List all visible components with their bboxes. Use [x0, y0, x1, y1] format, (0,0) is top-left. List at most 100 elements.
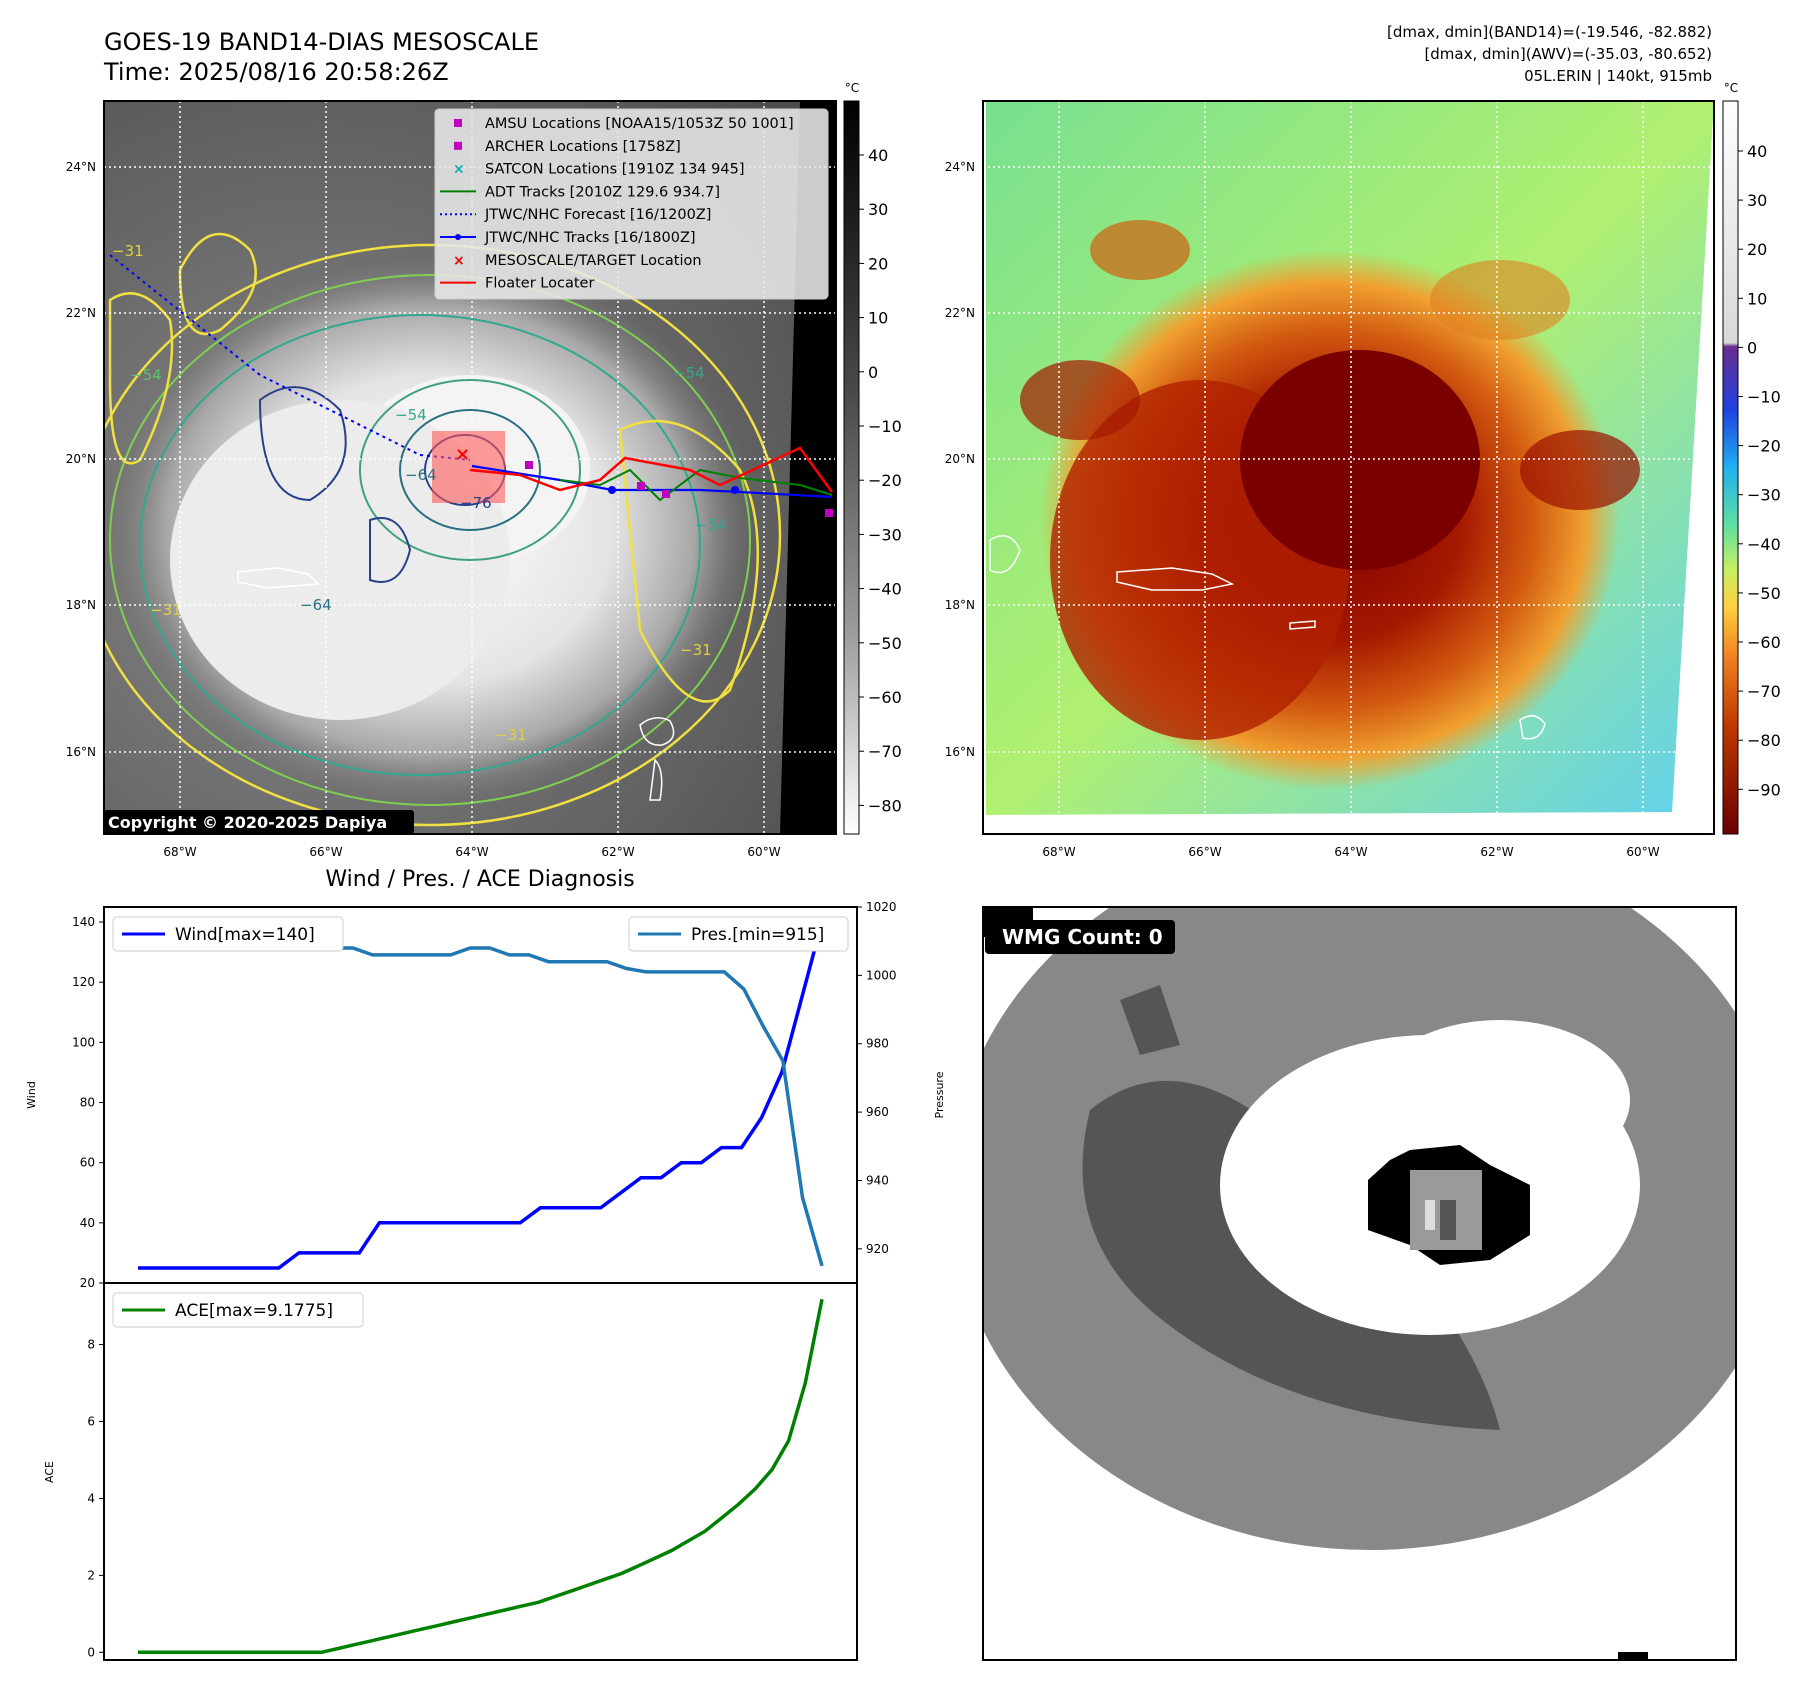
contour-label: −31 [150, 601, 182, 619]
ir-lon-tick: 66°W [309, 845, 342, 859]
awv-lat-tick: 24°N [945, 160, 975, 174]
legend-entry: JTWC/NHC Tracks [16/1800Z] [484, 230, 696, 246]
legend-entry: AMSU Locations [NOAA15/1053Z 50 1001] [485, 116, 794, 132]
contour-label: −54 [395, 406, 427, 424]
legend-entry: SATCON Locations [1910Z 134 945] [485, 162, 744, 178]
colorbar-gray-tick: 40 [868, 146, 888, 165]
pressure-tick: 940 [866, 1173, 889, 1187]
awv-lon-tick: 62°W [1480, 845, 1513, 859]
wind-pres-legend-left: Wind[max=140] [112, 916, 344, 952]
info-band14-range: [dmax, dmin](BAND14)=(-19.546, -82.882) [1387, 23, 1712, 41]
contour-label: −54 [673, 364, 705, 382]
contour-label: −31 [680, 641, 712, 659]
ace-tick: 0 [87, 1645, 95, 1659]
pressure-tick: 960 [866, 1105, 889, 1119]
pressure-tick: 920 [866, 1242, 889, 1256]
awv-lat-tick: 16°N [945, 745, 975, 759]
colorbar-gray-tick: −80 [868, 796, 902, 815]
pressure-tick: 980 [866, 1037, 889, 1051]
wind-tick: 40 [80, 1216, 95, 1230]
figure-title: GOES-19 BAND14-DIAS MESOSCALE [104, 28, 539, 56]
wind-pres-legend-right: Pres.[min=915] [628, 916, 849, 952]
colorbar-gray-tick: −10 [868, 417, 902, 436]
contour-label: −64 [300, 596, 332, 614]
legend-entry: ARCHER Locations [1758Z] [485, 139, 681, 155]
colorbar-color-tick: −50 [1747, 584, 1781, 603]
legend-entry: JTWC/NHC Forecast [16/1200Z] [484, 207, 711, 223]
ir-lat-tick: 24°N [66, 160, 96, 174]
colorbar-color-tick: 10 [1747, 289, 1767, 308]
contour-label: −54 [130, 366, 162, 384]
legend-entry: Floater Locater [485, 276, 594, 292]
legend-pressure: Pres.[min=915] [691, 925, 824, 945]
info-storm: 05L.ERIN | 140kt, 915mb [1524, 67, 1712, 85]
colorbar-color [1722, 100, 1739, 835]
colorbar-color-tick: 40 [1747, 142, 1767, 161]
wind-pres-chart: 20 40 60 80 100 120 140 920 940 960 980 1000 1020 Wi… [25, 900, 946, 1290]
ace-axis-label: ACE [43, 1461, 56, 1483]
ace-tick: 8 [87, 1338, 95, 1352]
wind-tick: 140 [72, 915, 95, 929]
figure-time: Time: 2025/08/16 20:58:26Z [103, 58, 449, 86]
colorbar-gray-tick: 0 [868, 363, 878, 382]
ir-legend: AMSU Locations [NOAA15/1053Z 50 1001] ARC… [434, 108, 829, 300]
colorbar-gray [843, 100, 860, 835]
colorbar-color-tick: −20 [1747, 437, 1781, 456]
wind-tick: 20 [80, 1276, 95, 1290]
awv-lon-tick: 68°W [1042, 845, 1075, 859]
pressure-tick: 1000 [866, 968, 897, 982]
colorbar-gray-tick: −60 [868, 688, 902, 707]
legend-entry: ADT Tracks [2010Z 129.6 934.7] [485, 184, 720, 200]
contour-label: −54 [695, 516, 727, 534]
colorbar-gray-tick: −50 [868, 634, 902, 653]
wmg-panel: WMG Count: 0 [982, 906, 1737, 1661]
wind-tick: 120 [72, 975, 95, 989]
colorbar-color-tick: −40 [1747, 535, 1781, 554]
wind-tick: 100 [72, 1035, 95, 1049]
colorbar-gray-unit: °C [845, 81, 859, 95]
colorbar-color-tick: −80 [1747, 731, 1781, 750]
ir-lon-tick: 62°W [601, 845, 634, 859]
colorbar-gray-tick: −30 [868, 525, 902, 544]
ace-legend: ACE[max=9.1775] [112, 1292, 364, 1328]
diag-title: Wind / Pres. / ACE Diagnosis [325, 867, 634, 892]
ir-lat-tick: 22°N [66, 306, 96, 320]
awv-lon-tick: 60°W [1626, 845, 1659, 859]
wmg-count-box [985, 920, 1175, 954]
colorbar-color-tick: −90 [1747, 780, 1781, 799]
pressure-axis-label: Pressure [933, 1071, 946, 1118]
awv-lat-tick: 22°N [945, 306, 975, 320]
ir-lat-tick: 20°N [66, 452, 96, 466]
colorbar-gray-tick: −40 [868, 580, 902, 599]
contour-label: −31 [112, 242, 144, 260]
colorbar-color-tick: 0 [1747, 338, 1757, 357]
colorbar-color-tick: −60 [1747, 633, 1781, 652]
wind-series-line [138, 921, 824, 1270]
contour-label: −76 [460, 494, 492, 512]
colorbar-gray-tick: 10 [868, 309, 888, 328]
contour-label: −31 [495, 726, 527, 744]
pressure-tick: 1020 [866, 900, 897, 914]
awv-lat-tick: 20°N [945, 452, 975, 466]
ir-lon-tick: 68°W [163, 845, 196, 859]
wmg-count: WMG Count: 0 [1002, 925, 1163, 949]
wind-tick: 80 [80, 1096, 95, 1110]
awv-lon-tick: 66°W [1188, 845, 1221, 859]
colorbar-color-tick: −70 [1747, 682, 1781, 701]
colorbar-gray-tick: 30 [868, 200, 888, 219]
colorbar-gray-tick: 20 [868, 254, 888, 273]
colorbar-color-tick: 20 [1747, 240, 1767, 259]
colorbar-gray-tick: −70 [868, 742, 902, 761]
ir-panel: × −31 −31 −54 −54 −54 −64 −64 −76 −54 −3… [103, 100, 837, 835]
ace-series-line [138, 1298, 824, 1655]
contour-label: −64 [405, 466, 437, 484]
ir-lon-tick: 64°W [455, 845, 488, 859]
colorbar-color-tick: −10 [1747, 388, 1781, 407]
ace-tick: 6 [87, 1414, 95, 1428]
colorbar-color-tick: −30 [1747, 486, 1781, 505]
ir-lat-tick: 18°N [66, 598, 96, 612]
mesoscale-target-box [432, 431, 505, 503]
legend-wind: Wind[max=140] [175, 925, 315, 945]
svg-text:×: × [453, 162, 465, 178]
